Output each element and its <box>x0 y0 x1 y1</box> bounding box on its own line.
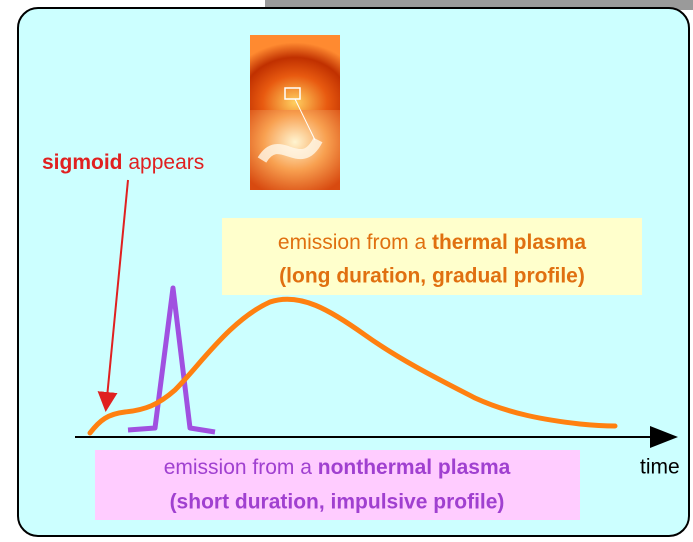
thermal-sub: (long duration, gradual profile) <box>279 265 585 288</box>
nonthermal-curve <box>127 285 216 435</box>
sigmoid-label: sigmoid appears <box>42 151 204 174</box>
nonthermal-label: emission from a nonthermal plasma <box>164 456 511 479</box>
axis-label: time <box>640 456 680 479</box>
sun-image <box>250 35 340 190</box>
nonthermal-box <box>95 450 580 520</box>
thermal-label: emission from a thermal plasma <box>278 231 586 254</box>
axis-arrow <box>650 426 678 448</box>
nonthermal-sub: (short duration, impulsive profile) <box>170 491 505 514</box>
title-strip <box>265 0 693 10</box>
thermal-box <box>222 218 642 295</box>
thermal-curve <box>87 296 618 436</box>
pointer-arrow <box>97 179 129 412</box>
